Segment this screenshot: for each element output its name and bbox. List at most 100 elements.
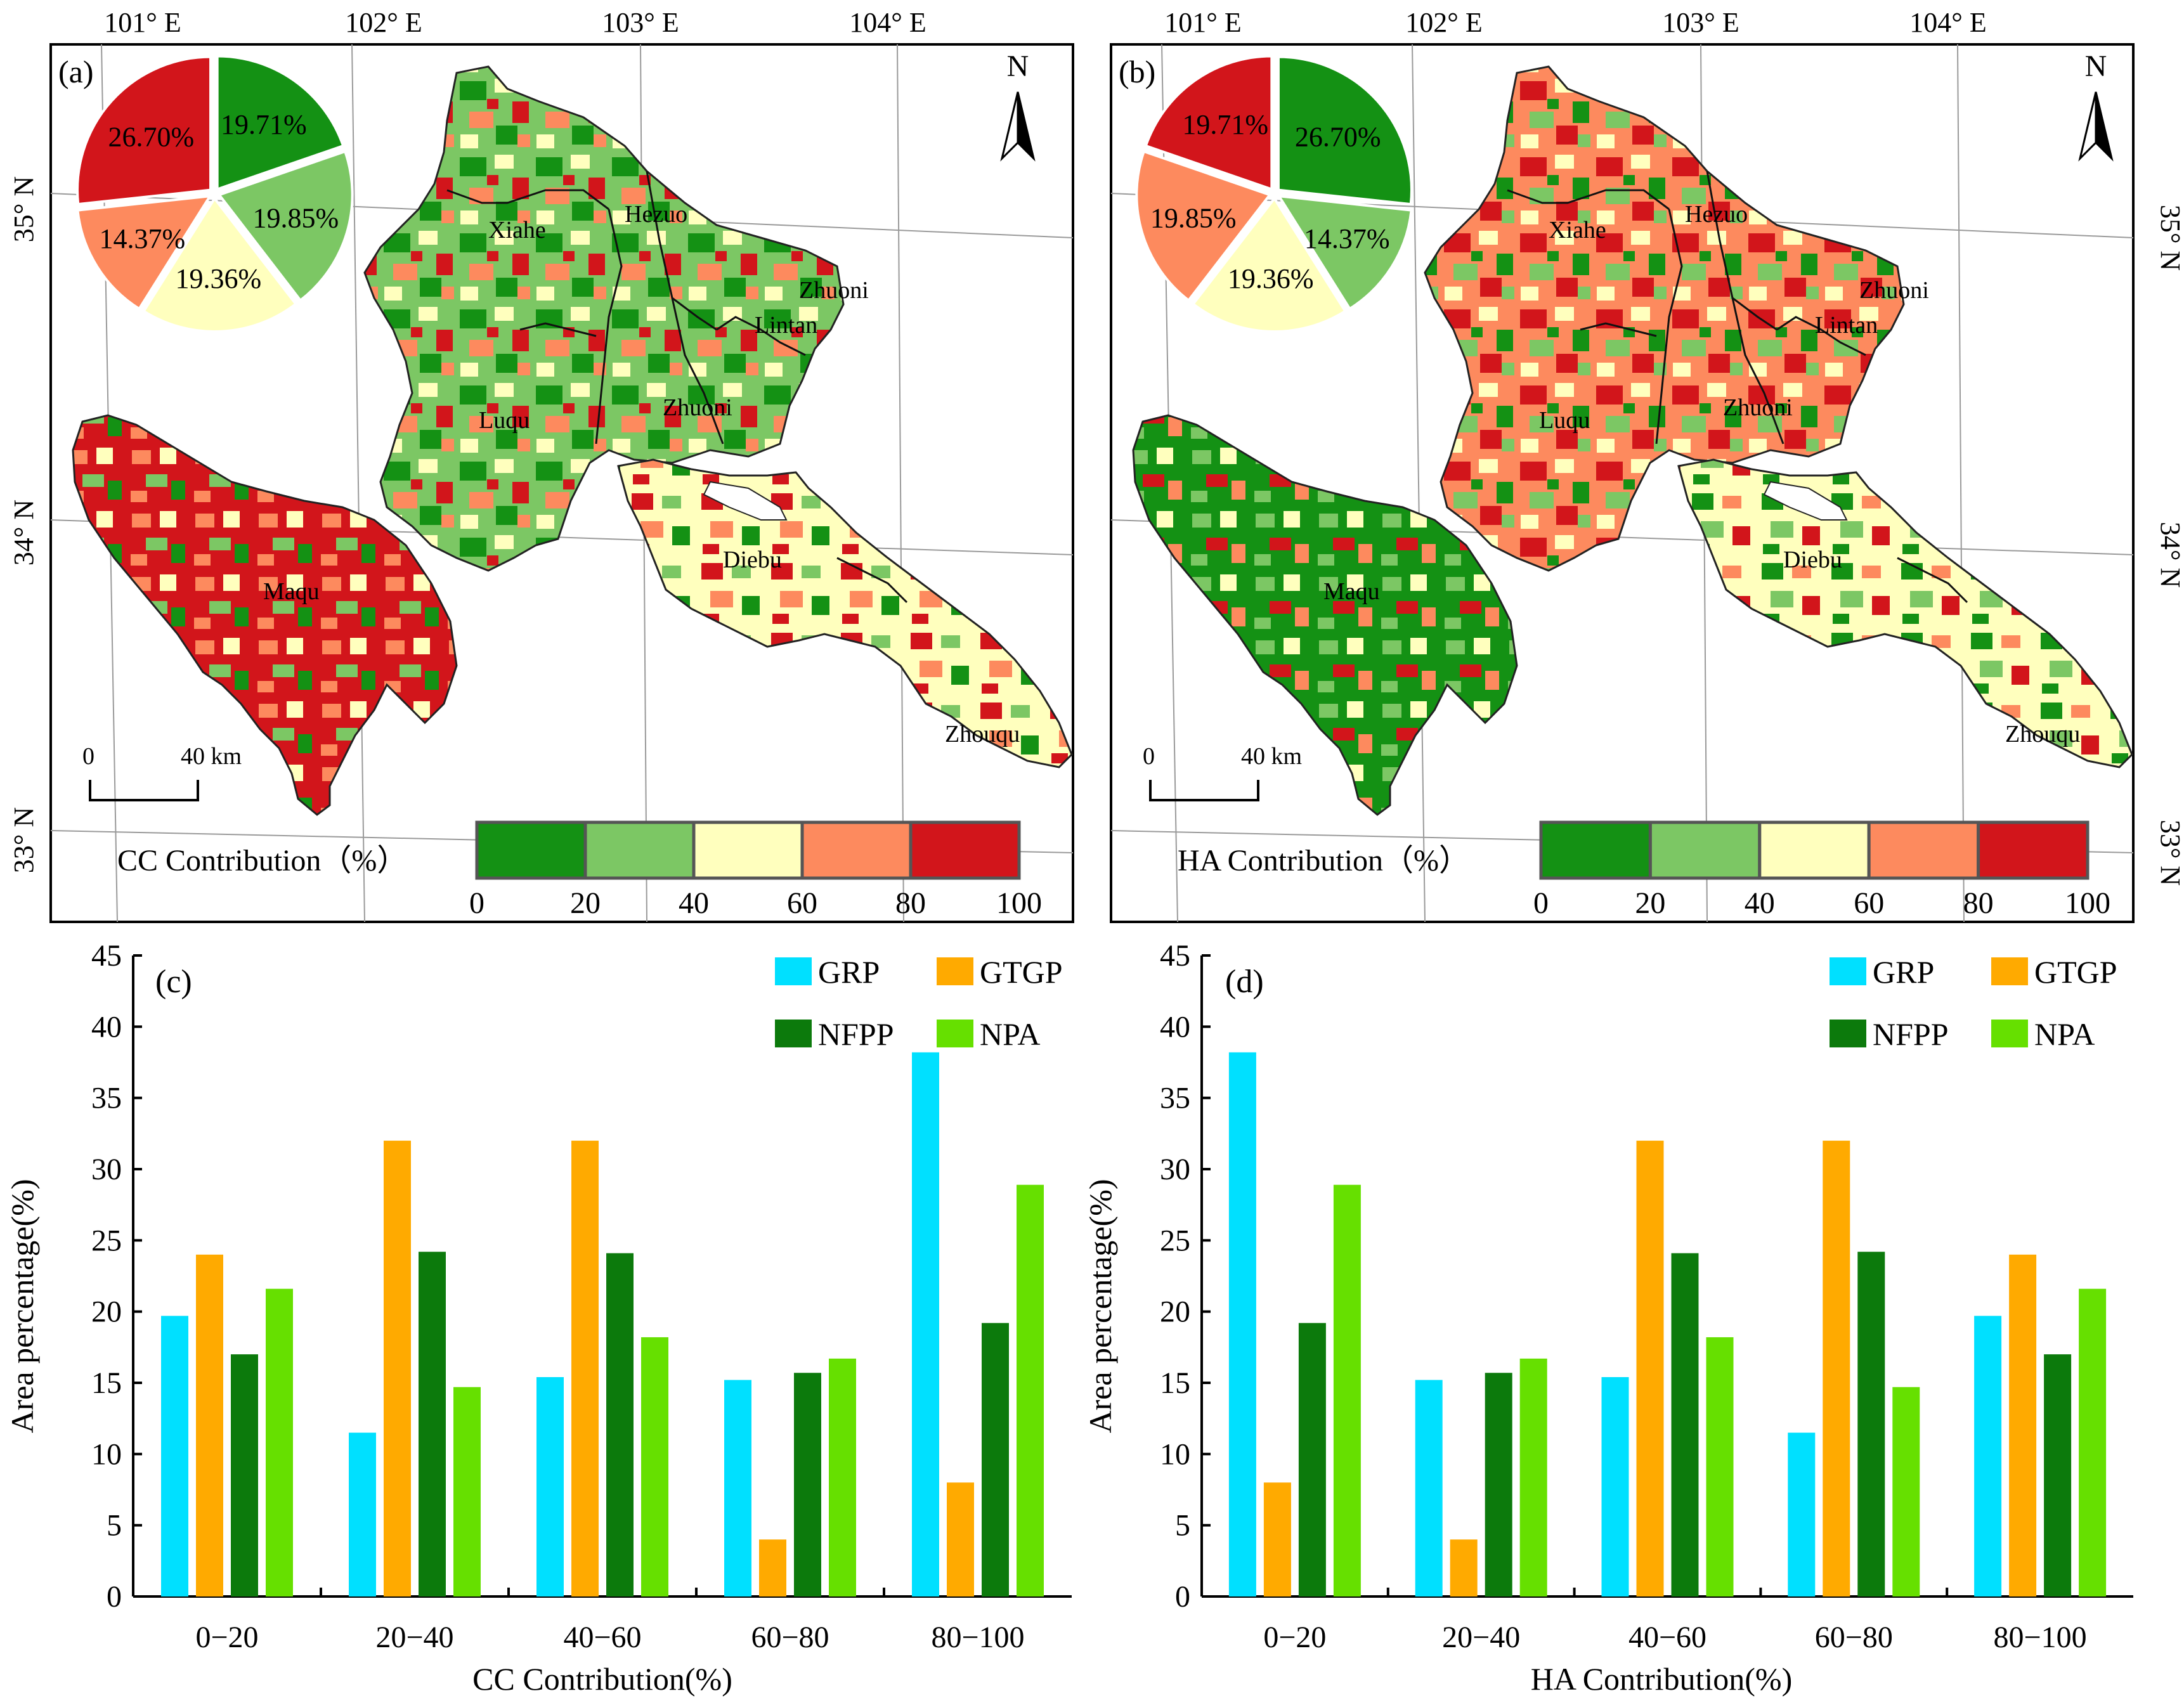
lon-label: 104° E (1909, 7, 1986, 38)
y-tick-label: 40 (91, 1010, 122, 1044)
north-arrow: N (2078, 49, 2114, 162)
lon-label: 101° E (104, 7, 181, 38)
bar-grp (1228, 1052, 1256, 1596)
scale-label-zero: 0 (82, 743, 94, 770)
bar-gtgp (384, 1141, 411, 1596)
legend-tick-label: 0 (469, 886, 484, 920)
legend-swatch-grp (775, 957, 812, 985)
lat-label: 33° N (2155, 820, 2184, 886)
legend-label: GRP (1873, 954, 1934, 990)
map-panel-a: Xiahe Hezuo Zhuoni Lintan Luqu Zhuoni Ma… (49, 43, 1074, 923)
legend-label: NFPP (818, 1016, 894, 1052)
y-tick-label: 15 (91, 1366, 122, 1400)
y-axis-label: Area percentage(%) (1082, 1179, 1118, 1433)
x-axis-label: CC Contribution(%) (472, 1661, 732, 1697)
bar-gtgp (1450, 1539, 1478, 1596)
y-tick-label: 30 (91, 1153, 122, 1186)
pie-slice-label: 19.71% (221, 109, 307, 140)
y-tick-label: 10 (91, 1437, 122, 1471)
bar-legend: GRP GTGP NFPP NPA (775, 954, 1063, 1052)
latitude-labels: 35° N 34° N 33° N 35° N 34° N 33° N (8, 176, 2184, 886)
y-tick-label: 35 (91, 1082, 122, 1115)
bar-grp (724, 1380, 751, 1596)
county-label: Zhuoni (663, 394, 732, 421)
legend-label: GTGP (980, 954, 1063, 990)
color-legend-b: HA Contribution（%） 0 20 40 60 80 100 (1178, 820, 2110, 920)
county-labels: Xiahe Hezuo Zhuoni Lintan Luqu Zhuoni Ma… (263, 201, 1020, 748)
region-maqu (72, 414, 458, 816)
legend-swatch-gtgp (1991, 957, 2028, 985)
y-tick-label: 40 (1160, 1010, 1190, 1044)
bar-grp (1601, 1377, 1629, 1596)
legend-swatch (475, 820, 587, 880)
y-tick-label: 45 (1160, 939, 1190, 973)
longitude-labels: 101° E 102° E 103° E 104° E 101° E 102° … (104, 7, 1986, 38)
bar-nfpp (794, 1373, 821, 1596)
bar-npa (829, 1358, 856, 1596)
bar-chart-d: (d) Area percentage(%) HA Contribution(%… (1082, 939, 2133, 1697)
scale-bar: 0 40 km (82, 743, 242, 801)
north-arrow-icon-fill (1017, 91, 1036, 162)
bar-nfpp (982, 1323, 1009, 1596)
bar-gtgp (196, 1254, 223, 1596)
region-northeast (363, 65, 845, 572)
pie-slice-label: 19.71% (1182, 109, 1268, 140)
lon-label: 101° E (1164, 7, 1241, 38)
region-northeast (1424, 65, 1905, 572)
legend-ticks: 0 20 40 60 80 100 (469, 886, 1042, 920)
legend-tick-label: 60 (1854, 886, 1884, 920)
x-tick-label: 0−20 (195, 1621, 258, 1654)
legend-swatch (1758, 820, 1871, 880)
bar-grp (536, 1377, 564, 1596)
legend-swatch (1867, 820, 1980, 880)
x-tick-label: 40−60 (563, 1621, 641, 1654)
y-tick-label: 15 (1160, 1366, 1190, 1400)
legend-swatch (583, 820, 696, 880)
bar-gtgp (1636, 1141, 1664, 1596)
y-tick-label: 0 (1175, 1580, 1190, 1614)
bar-gtgp (1263, 1482, 1291, 1596)
pie-slice (216, 55, 345, 191)
pie-chart-b: 26.70% 14.37% 19.36% 19.85% 19.71% (1135, 55, 1413, 333)
legend-tick-label: 20 (570, 886, 601, 920)
county-label: Luqu (1539, 407, 1590, 434)
x-tick-label: 20−40 (375, 1621, 453, 1654)
county-labels: Xiahe Hezuo Zhuoni Lintan Luqu Zhuoni Ma… (1323, 201, 2080, 748)
bar-npa (1333, 1184, 1361, 1596)
y-tick-label: 20 (1160, 1295, 1190, 1329)
legend-ramp (1539, 820, 2090, 880)
legend-tick-label: 60 (787, 886, 817, 920)
pie-slice-label: 14.37% (100, 223, 186, 254)
legend-label: GRP (818, 954, 880, 990)
panel-label-a: (a) (58, 54, 94, 89)
bar-nfpp (1671, 1253, 1699, 1596)
x-tick-label: 60−80 (751, 1621, 829, 1654)
county-label: Maqu (1323, 578, 1380, 605)
bar-npa (453, 1387, 481, 1596)
legend-label: NPA (2034, 1016, 2095, 1052)
pie-slice-label: 19.85% (253, 202, 339, 233)
legend-title: HA Contribution（%） (1178, 844, 1469, 877)
lon-label: 103° E (602, 7, 679, 38)
bar-chart-c: (c) Area percentage(%) CC Contribution(%… (4, 939, 1072, 1697)
bar-npa (1017, 1184, 1044, 1596)
north-arrow-label: N (2085, 49, 2107, 83)
study-region (72, 65, 1073, 816)
bar-legend: GRP GTGP NFPP NPA (1830, 954, 2117, 1052)
legend-tick-label: 20 (1635, 886, 1665, 920)
x-tick-label: 80−100 (1994, 1621, 2087, 1654)
legend-swatch (1977, 820, 2090, 880)
county-label: Maqu (263, 578, 320, 605)
y-tick-label: 0 (107, 1580, 122, 1614)
lake (703, 481, 788, 521)
scale-line (89, 780, 199, 801)
county-label: Hezuo (625, 201, 687, 228)
y-tick-label: 10 (1160, 1437, 1190, 1471)
bar-gtgp (2009, 1254, 2037, 1596)
region-maqu (1132, 414, 1518, 816)
legend-swatch-nfpp (1830, 1020, 1866, 1047)
bar-npa (1519, 1358, 1547, 1596)
bar-npa (266, 1288, 293, 1596)
north-arrow-label: N (1007, 49, 1029, 83)
